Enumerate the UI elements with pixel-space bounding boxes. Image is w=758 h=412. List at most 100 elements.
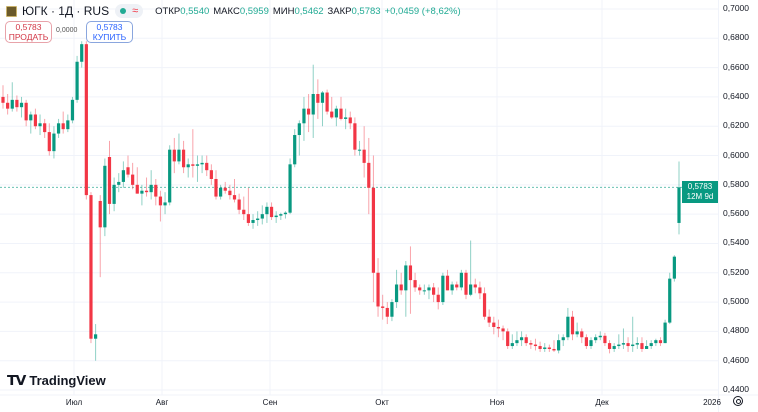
- symbol-logo-icon: [6, 5, 17, 17]
- buy-button[interactable]: 0,5783 КУПИТЬ: [86, 21, 133, 43]
- candle-body-down: [237, 199, 241, 210]
- market-open-dot-icon: [120, 8, 127, 14]
- candle-body-down: [496, 326, 501, 329]
- candle-body-up: [186, 164, 190, 168]
- candle-body-up: [510, 343, 514, 347]
- candle-body-up: [195, 164, 200, 166]
- candle-body-down: [658, 340, 663, 344]
- candle-body-up: [469, 284, 473, 295]
- candle-body-up: [283, 212, 288, 215]
- candle-body-down: [413, 280, 417, 288]
- candle-body-down: [228, 190, 232, 196]
- candle-body-down: [524, 337, 528, 344]
- candle-body-down: [547, 347, 551, 349]
- candle-body-down: [371, 187, 376, 273]
- candle-body-down: [640, 343, 644, 349]
- low-value: 0,5462: [294, 5, 324, 17]
- candle-body-up: [279, 214, 283, 216]
- candle-body-up: [654, 340, 658, 344]
- symbol-title[interactable]: ЮГК · 1Д · RUS: [22, 4, 110, 18]
- candle-body-down: [191, 164, 195, 166]
- price-tick-label: 0,4400: [723, 384, 749, 394]
- candle-body-up: [19, 102, 24, 108]
- candle-body-down: [353, 123, 357, 150]
- candle-body-down: [246, 214, 250, 223]
- candle-body-down: [223, 187, 227, 191]
- candle-body-down: [135, 184, 139, 194]
- axis-settings-icon[interactable]: [733, 396, 743, 406]
- high-value: 0,5959: [239, 5, 269, 17]
- candle-body-up: [344, 117, 348, 119]
- price-tick-label: 0,5600: [723, 208, 749, 219]
- candle-body-down: [487, 316, 491, 323]
- candle-body-up: [612, 346, 616, 349]
- change-value: +0,0459 (+8,62%): [384, 5, 461, 17]
- candle-body-up: [459, 272, 463, 288]
- last-price-tag: 0,5783 12M 9d: [682, 181, 718, 203]
- candle-body-down: [6, 102, 10, 109]
- candle-body-down: [1, 96, 5, 103]
- candle-body-up: [635, 343, 639, 345]
- candle-body-down: [381, 306, 385, 308]
- candle-body-down: [399, 284, 403, 291]
- candle-body-up: [450, 284, 454, 291]
- price-tick-label: 0,4800: [723, 325, 749, 336]
- candle-body-down: [205, 162, 209, 171]
- candle-body-down: [242, 209, 246, 215]
- candle-body-up: [566, 316, 570, 338]
- candle-body-down: [584, 337, 588, 347]
- price-tick-label: 0,5000: [723, 296, 749, 307]
- candle-body-down: [325, 92, 329, 112]
- candle-body-up: [94, 334, 98, 339]
- candle-body-up: [557, 340, 561, 351]
- candle-body-down: [47, 132, 51, 152]
- candle-body-up: [422, 290, 426, 292]
- time-tick-label: Авг: [155, 398, 169, 407]
- candle-body-up: [149, 184, 153, 193]
- candle-body-up: [302, 108, 306, 124]
- candle-body-up: [427, 287, 431, 291]
- candle-body-down: [385, 307, 389, 317]
- candle-body-up: [274, 215, 278, 218]
- candle-body-up: [519, 337, 524, 341]
- status-badges[interactable]: ≈: [115, 4, 144, 18]
- candle-body-down: [89, 195, 93, 339]
- tradingview-logo-icon: 𝗧𝗩: [7, 372, 26, 388]
- logo-text: TradingView: [29, 373, 106, 388]
- candle-body-down: [172, 149, 176, 162]
- candle-body-up: [200, 162, 204, 165]
- candle-body-up: [515, 340, 519, 344]
- candle-body-down: [43, 123, 47, 133]
- tradingview-logo[interactable]: 𝗧𝗩 TradingView: [7, 372, 106, 389]
- candle-body-down: [154, 184, 158, 197]
- candle-body-up: [121, 170, 125, 182]
- candle-body-down: [209, 170, 213, 179]
- candle-body-down: [84, 44, 88, 196]
- candle-body-up: [256, 218, 260, 221]
- low-label: МИН: [272, 5, 295, 17]
- candle-body-up: [260, 214, 264, 219]
- candle-body-down: [269, 206, 274, 218]
- candle-body-up: [140, 190, 144, 194]
- high-label: МАКС: [213, 5, 240, 17]
- candle-body-down: [436, 294, 440, 303]
- candle-body-up: [441, 275, 445, 303]
- price-tick-label: 0,7000: [723, 3, 749, 13]
- candle-body-down: [445, 275, 450, 291]
- price-axis-separator: [718, 0, 719, 412]
- candle-body-down: [473, 284, 477, 288]
- candle-body-up: [177, 149, 181, 162]
- candle-body-down: [506, 331, 510, 347]
- candle-body-up: [575, 331, 579, 335]
- approx-icon: ≈: [132, 4, 139, 17]
- candle-body-down: [432, 287, 436, 295]
- candle-body-down: [306, 108, 311, 115]
- candle-body-up: [297, 123, 301, 136]
- sell-button[interactable]: 0,5783 ПРОДАТЬ: [5, 21, 52, 43]
- candle-body-up: [163, 202, 167, 206]
- candle-body-down: [501, 328, 505, 332]
- open-value: 0,5540: [180, 5, 210, 17]
- price-tick-label: 0,6400: [723, 90, 749, 101]
- bar-countdown: 12M 9d: [686, 192, 714, 201]
